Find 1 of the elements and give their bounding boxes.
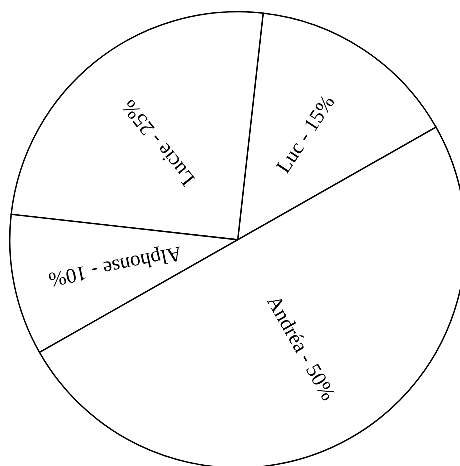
slice-label: Alphonse - 10% (48, 242, 184, 288)
